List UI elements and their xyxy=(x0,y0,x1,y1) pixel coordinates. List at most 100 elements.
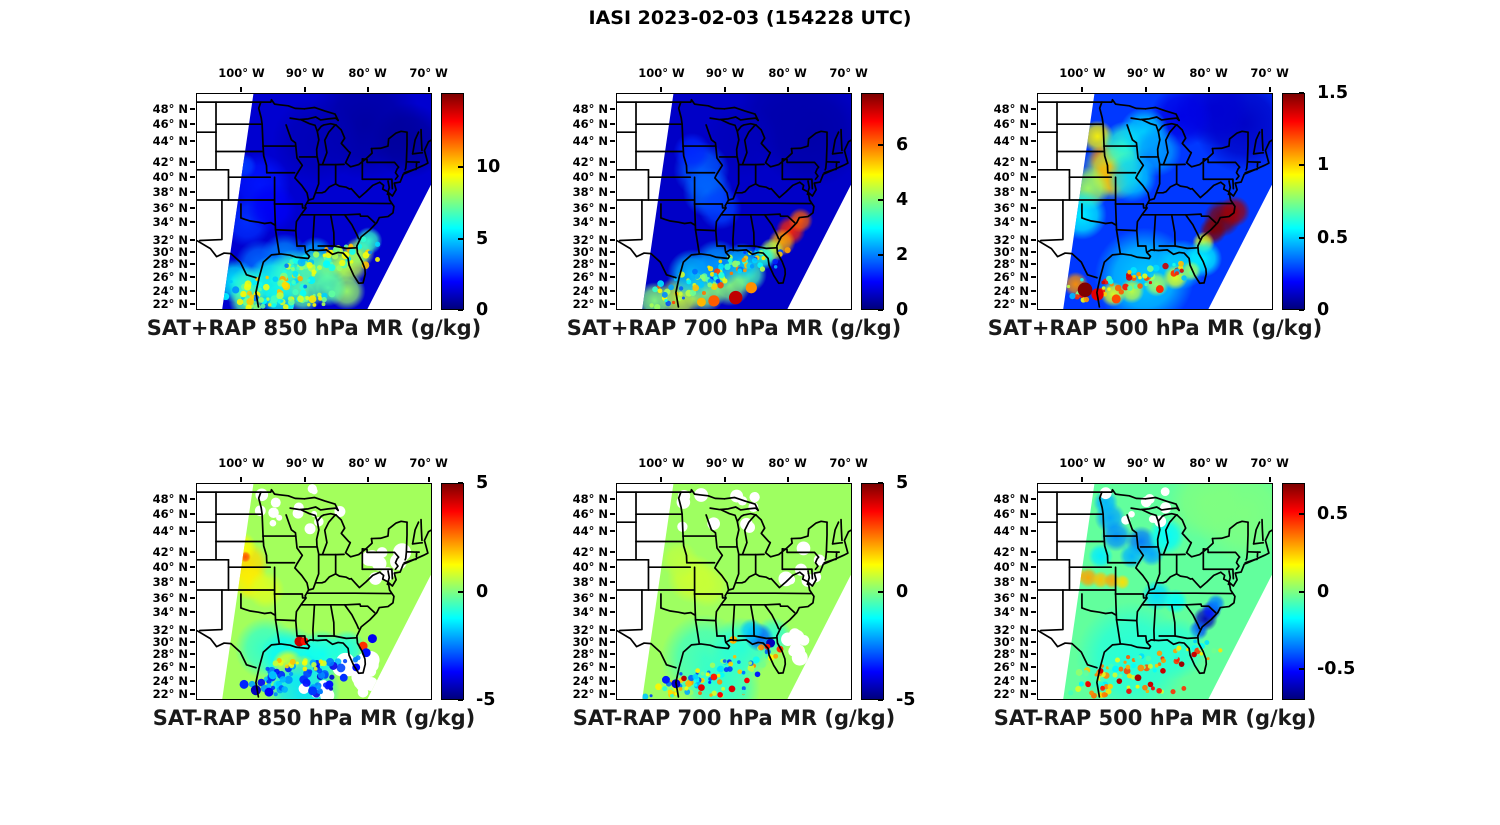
lat-tick-label: 24° N xyxy=(572,674,608,689)
lat-tick-mark xyxy=(1031,290,1036,293)
colorbar-tick-label: 0 xyxy=(896,300,909,320)
colorbar-tick-mark xyxy=(878,144,883,147)
lat-tick-mark xyxy=(1031,191,1036,194)
lon-tick-label: 90° W xyxy=(1126,456,1166,470)
lat-tick-mark xyxy=(190,122,195,125)
colorbar-tick-mark xyxy=(878,699,883,701)
lat-tick-mark xyxy=(610,551,615,554)
colorbar-canvas xyxy=(862,484,883,699)
lat-tick-mark xyxy=(1031,680,1036,683)
colorbar-tick-label: -0.5 xyxy=(1317,659,1356,679)
panel-sat-plus-rap-700: SAT+RAP 700 hPa MR (g/kg) 100° W 90° W 80°… xyxy=(567,66,908,340)
lat-tick-label: 32° N xyxy=(572,622,608,637)
lat-tick-label: 42° N xyxy=(152,545,188,560)
lat-tick-mark xyxy=(190,220,195,223)
lon-tick-mark xyxy=(1207,87,1210,92)
lat-tick-label: 44° N xyxy=(152,523,188,538)
lat-tick-label: 30° N xyxy=(152,635,188,650)
lat-tick-mark xyxy=(610,497,615,500)
colorbar-tick-label: 5 xyxy=(476,473,489,493)
colorbar-tick-mark xyxy=(1299,236,1304,239)
colorbar-tick-label: 0.5 xyxy=(1317,504,1349,524)
lat-tick-label: 24° N xyxy=(993,284,1029,299)
lat-tick-mark xyxy=(190,238,195,241)
lat-tick-label: 26° N xyxy=(572,660,608,675)
colorbar-tick-mark xyxy=(458,309,463,311)
lat-tick-mark xyxy=(1031,610,1036,613)
lat-tick-label: 26° N xyxy=(152,270,188,285)
lon-tick-mark xyxy=(847,477,850,482)
lat-tick-label: 36° N xyxy=(152,200,188,215)
lat-tick-mark xyxy=(190,529,195,532)
lon-tick-mark xyxy=(660,87,663,92)
lat-tick-label: 22° N xyxy=(993,297,1029,312)
lat-tick-mark xyxy=(610,263,615,266)
lat-tick-label: 28° N xyxy=(993,257,1029,272)
map-canvas xyxy=(617,484,851,699)
lat-tick-mark xyxy=(190,176,195,179)
colorbar-tick-label: 5 xyxy=(896,473,909,493)
lat-tick-label: 40° N xyxy=(572,170,608,185)
lon-tick-mark xyxy=(1081,477,1084,482)
lat-tick-label: 44° N xyxy=(152,133,188,148)
lat-tick-label: 26° N xyxy=(993,270,1029,285)
lat-tick-label: 46° N xyxy=(993,506,1029,521)
lon-tick-mark xyxy=(847,87,850,92)
lat-tick-label: 42° N xyxy=(993,155,1029,170)
lat-tick-label: 46° N xyxy=(572,116,608,131)
lat-tick-label: 26° N xyxy=(993,660,1029,675)
lat-tick-mark xyxy=(610,641,615,644)
lat-tick-label: 36° N xyxy=(993,200,1029,215)
lat-tick-label: 30° N xyxy=(152,245,188,260)
lat-tick-mark xyxy=(1031,206,1036,209)
lat-tick-mark xyxy=(190,206,195,209)
lat-tick-label: 44° N xyxy=(572,523,608,538)
lat-tick-mark xyxy=(190,512,195,515)
lat-tick-label: 22° N xyxy=(572,297,608,312)
lat-tick-label: 38° N xyxy=(572,575,608,590)
lat-tick-label: 22° N xyxy=(993,687,1029,702)
lon-tick-mark xyxy=(724,477,727,482)
colorbar xyxy=(441,483,464,700)
colorbar-tick-mark xyxy=(878,199,883,202)
lat-tick-label: 24° N xyxy=(993,674,1029,689)
lat-tick-mark xyxy=(1031,596,1036,599)
lat-tick-mark xyxy=(1031,497,1036,500)
lon-tick-mark xyxy=(427,477,430,482)
lat-tick-label: 34° N xyxy=(152,604,188,619)
lat-tick-mark xyxy=(190,641,195,644)
lat-tick-mark xyxy=(610,276,615,279)
lon-tick-mark xyxy=(1081,87,1084,92)
panel-title: SAT+RAP 850 hPa MR (g/kg) xyxy=(146,316,482,340)
lon-tick-label: 90° W xyxy=(705,66,745,80)
lat-tick-label: 46° N xyxy=(152,506,188,521)
lat-tick-mark xyxy=(610,596,615,599)
lat-tick-label: 44° N xyxy=(993,133,1029,148)
colorbar-tick-label: 0 xyxy=(476,581,489,602)
lat-tick-mark xyxy=(1031,176,1036,179)
lat-tick-mark xyxy=(1031,512,1036,515)
lon-tick-label: 80° W xyxy=(768,456,807,470)
lat-tick-label: 44° N xyxy=(993,523,1029,538)
lat-tick-mark xyxy=(1031,251,1036,254)
lat-tick-label: 36° N xyxy=(572,590,608,605)
lat-tick-label: 32° N xyxy=(993,622,1029,637)
lat-tick-label: 42° N xyxy=(572,155,608,170)
lat-tick-mark xyxy=(190,263,195,266)
lon-tick-label: 90° W xyxy=(285,456,325,470)
lat-tick-mark xyxy=(1031,303,1036,306)
map-canvas xyxy=(197,94,431,309)
lon-tick-mark xyxy=(1145,477,1148,482)
lat-tick-label: 38° N xyxy=(572,185,608,200)
lon-tick-mark xyxy=(1207,477,1210,482)
colorbar-tick-label: -5 xyxy=(896,690,916,710)
lat-tick-label: 26° N xyxy=(152,660,188,675)
colorbar-tick-mark xyxy=(1299,164,1304,167)
lat-tick-mark xyxy=(1031,263,1036,266)
colorbar-canvas xyxy=(1283,484,1304,699)
lon-tick-mark xyxy=(1268,477,1271,482)
lat-tick-label: 46° N xyxy=(572,506,608,521)
lat-tick-label: 42° N xyxy=(993,545,1029,560)
colorbar-canvas xyxy=(442,484,463,699)
lat-tick-label: 24° N xyxy=(572,284,608,299)
